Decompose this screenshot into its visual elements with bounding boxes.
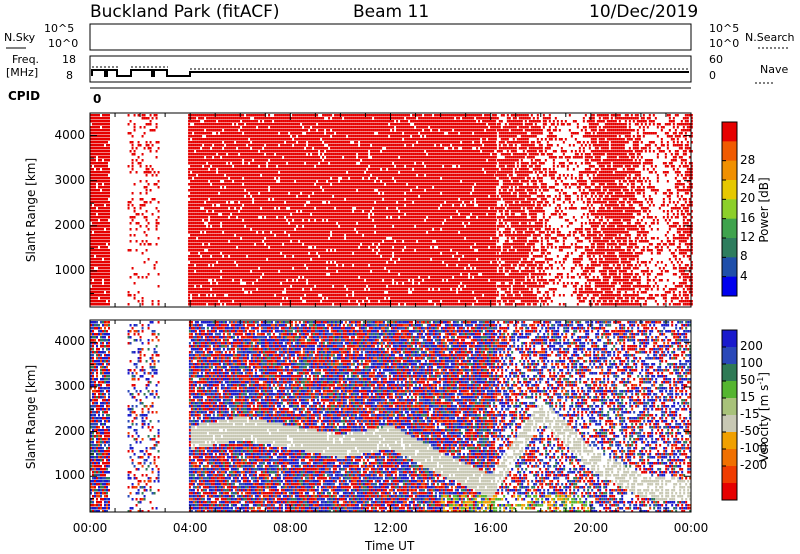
power-colorbar-frame	[721, 121, 738, 297]
power-colorbar-swatch-5	[722, 218, 737, 239]
velocity-cb-label-6: -100	[740, 441, 767, 455]
nsky-tick-high: 10^5	[44, 22, 74, 35]
nsky-panel	[89, 23, 692, 51]
velocity-colorbar	[721, 329, 738, 501]
velocity-data-layer	[90, 321, 692, 513]
power-ytick-label-3000: 3000	[54, 173, 85, 187]
velocity-cb-label-7: -200	[740, 458, 767, 472]
x-tick-label-6: 00:00	[674, 521, 709, 535]
velocity-colorbar-swatch-7	[722, 449, 737, 467]
velocity-colorbar-swatch-8	[722, 466, 737, 484]
station-title: Buckland Park (fitACF)	[90, 2, 280, 22]
velocity-region-2	[188, 321, 495, 513]
power-panel	[89, 112, 693, 308]
velocity-region-1	[127, 321, 160, 513]
velocity-cb-label-3: 15	[740, 390, 755, 404]
x-axis-label: Time UT	[365, 539, 414, 553]
power-colorbar-swatch-0	[722, 122, 737, 142]
power-colorbar	[721, 121, 738, 297]
velocity-colorbar-swatch-9	[722, 483, 737, 501]
date-title: 10/Dec/2019	[589, 2, 698, 22]
velocity-colorbar-label: Velocity [m s-1]	[756, 372, 771, 462]
power-ytick-label-1000: 1000	[54, 263, 85, 277]
nsearch-tick-low: 10^0	[709, 37, 739, 50]
power-ytick-label-2000: 2000	[54, 218, 85, 232]
freq-tick-high: 18	[62, 53, 76, 66]
velocity-region-0	[90, 321, 110, 513]
freq-tick-low: 8	[66, 69, 73, 82]
freq-trace	[91, 69, 689, 77]
velocity-ytick-label-4000: 4000	[54, 334, 85, 348]
power-colorbar-swatch-1	[722, 141, 737, 162]
velocity-colorbar-label-text: Velocity [m s	[757, 385, 771, 462]
velocity-cb-label-1: 100	[740, 356, 763, 370]
power-region-3	[494, 114, 693, 306]
velocity-cb-label-0: 200	[740, 339, 763, 353]
velocity-colorbar-swatch-5	[722, 415, 737, 433]
velocity-region-3	[493, 321, 692, 513]
velocity-panel	[89, 319, 692, 513]
velocity-ticks	[89, 319, 692, 512]
cpid-value: 0	[93, 92, 101, 106]
power-ytick-label-4000: 4000	[54, 128, 85, 142]
power-ylabel: Slant Range [km]	[24, 158, 38, 262]
nsky-label: N.Sky	[4, 31, 35, 44]
x-tick-label-3: 12:00	[373, 521, 408, 535]
freq-panel	[89, 55, 692, 83]
freq-label-2: [MHz]	[6, 66, 38, 79]
beam-title: Beam 11	[353, 2, 429, 22]
power-cb-label-4: 4	[740, 269, 748, 283]
power-colorbar-swatch-7	[722, 257, 737, 278]
velocity-colorbar-swatch-1	[722, 347, 737, 365]
velocity-colorbar-label-exp: -1	[756, 377, 765, 385]
nsky-tick-low: 10^0	[48, 37, 78, 50]
velocity-cb-label-5: -50	[740, 424, 760, 438]
power-cb-label-20: 20	[740, 191, 755, 205]
velocity-ylabel: Slant Range [km]	[24, 365, 38, 469]
power-colorbar-swatch-8	[722, 276, 737, 297]
nave-label: Nave	[760, 63, 788, 76]
power-colorbar-swatch-6	[722, 238, 737, 258]
x-tick-label-5: 20:00	[574, 521, 609, 535]
power-cb-label-8: 8	[740, 249, 748, 263]
power-colorbar-label: Power [dB]	[757, 177, 771, 242]
velocity-ytick-label-1000: 1000	[54, 468, 85, 482]
x-tick-label-2: 08:00	[273, 521, 308, 535]
nsearch-tick-high: 10^5	[709, 22, 739, 35]
power-colorbar-swatch-2	[722, 160, 737, 181]
velocity-colorbar-swatch-4	[722, 398, 737, 416]
power-cb-label-16: 16	[740, 211, 755, 225]
velocity-colorbar-swatch-3	[722, 381, 737, 399]
velocity-cb-label-2: 50	[740, 373, 755, 387]
x-tick-label-4: 16:00	[473, 521, 508, 535]
power-region-1	[127, 114, 160, 306]
freq-label-1: Freq.	[12, 53, 39, 66]
power-ticks	[89, 112, 692, 307]
power-colorbar-swatch-3	[722, 180, 737, 200]
velocity-ytick-label-3000: 3000	[54, 379, 85, 393]
nave-tick-low: 0	[709, 69, 716, 82]
x-tick-label-1: 04:00	[173, 521, 208, 535]
velocity-cb-label-4: -15	[740, 407, 760, 421]
velocity-colorbar-swatch-0	[722, 330, 737, 348]
velocity-colorbar-label-end: ]	[757, 372, 771, 377]
velocity-colorbar-swatch-2	[722, 364, 737, 382]
nave-tick-high: 60	[709, 53, 723, 66]
cpid-label: CPID	[8, 89, 40, 103]
power-region-2	[188, 114, 497, 306]
power-cb-label-12: 12	[740, 230, 755, 244]
power-data-layer	[90, 114, 693, 306]
x-tick-label-0: 00:00	[73, 521, 108, 535]
velocity-colorbar-swatch-6	[722, 432, 737, 450]
nsearch-label: N.Search	[745, 31, 795, 44]
velocity-ytick-label-2000: 2000	[54, 424, 85, 438]
power-colorbar-swatch-4	[722, 199, 737, 220]
power-cb-label-24: 24	[740, 172, 755, 186]
power-cb-label-28: 28	[740, 153, 755, 167]
power-region-0	[90, 114, 110, 306]
